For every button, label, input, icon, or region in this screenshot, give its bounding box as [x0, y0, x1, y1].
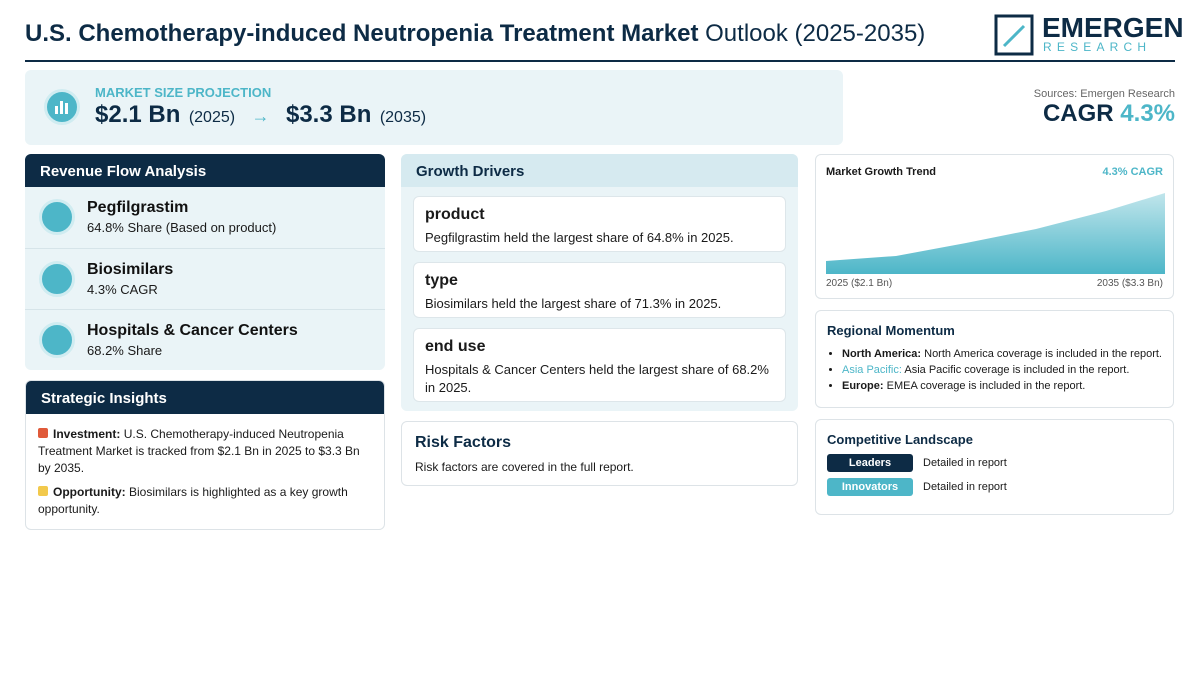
competitor-tag: Innovators [827, 478, 913, 496]
competitor-text: Detailed in report [923, 457, 1007, 469]
item-name: Pegfilgrastim [87, 199, 189, 216]
region-item: Asia Pacific: Asia Pacific coverage is i… [842, 364, 1162, 376]
section-title: Regional Momentum [827, 323, 955, 338]
logo-top: EMERGEN [1042, 12, 1184, 43]
driver-text: Hospitals & Cancer Centers held the larg… [425, 362, 769, 395]
title: U.S. Chemotherapy-induced Neutropenia Tr… [25, 20, 925, 48]
section-title: Risk Factors [415, 434, 512, 451]
start-year: (2025) [188, 109, 236, 126]
projection-label: MARKET SIZE PROJECTION [95, 85, 272, 100]
trend-cagr: 4.3% CAGR [1102, 166, 1163, 178]
arrow: → [251, 106, 270, 126]
insight-text: U.S. Chemotherapy-induced Neutropenia Tr… [38, 427, 360, 475]
logo-mark [994, 14, 1034, 56]
sources: Sources: Emergen Research [1033, 88, 1175, 100]
trend-end: 2035 ($3.3 Bn) [1096, 278, 1163, 289]
icon [39, 261, 75, 297]
cagr: CAGR 4.3% [1043, 100, 1175, 128]
competitor-row: Innovators Detailed in report [827, 478, 1162, 496]
start-value: $2.1 Bn [95, 101, 181, 128]
insight: Investment: U.S. Chemotherapy-induced Ne… [38, 426, 372, 477]
end-value: $3.3 Bn [285, 101, 372, 128]
driver-heading: type [425, 272, 458, 289]
insight-label: Opportunity: [53, 485, 126, 499]
region-text: North America coverage is included in th… [924, 348, 1162, 360]
icon [39, 322, 75, 358]
competitor-tag: Leaders [827, 454, 913, 472]
bullet-icon [38, 486, 48, 496]
item-detail: 4.3% CAGR [87, 282, 158, 297]
section-title: Competitive Landscape [827, 432, 973, 447]
section-title: Strategic Insights [26, 381, 384, 414]
driver-heading: end use [425, 338, 486, 355]
competitor-row: Leaders Detailed in report [827, 454, 1162, 472]
trend-title: Market Growth Trend [826, 166, 937, 178]
strategic-insights: Strategic Insights Investment: U.S. Chem… [25, 380, 385, 530]
region-text: EMEA coverage is included in the report. [886, 380, 1086, 392]
item-name: Biosimilars [87, 261, 174, 278]
bullet-icon [38, 428, 48, 438]
logo-bottom: RESEARCH [1043, 40, 1152, 54]
driver-card: end use Hospitals & Cancer Centers held t… [413, 328, 786, 402]
flow-item: Pegfilgrastim 64.8% Share (Based on produ… [25, 187, 385, 248]
flow-item: Hospitals & Cancer Centers 68.2% Share [25, 309, 385, 370]
insight-label: Investment: [53, 427, 121, 441]
cagr-value: 4.3% [1120, 100, 1175, 127]
projection-box: MARKET SIZE PROJECTION $2.1 Bn (2025) → … [25, 70, 843, 145]
insight: Opportunity: Biosimilars is highlighted … [38, 484, 372, 518]
item-name: Hospitals & Cancer Centers [87, 322, 298, 339]
projection-values: $2.1 Bn (2025) → $3.3 Bn (2035) [95, 101, 426, 129]
title-rest: Outlook (2025-2035) [705, 20, 926, 47]
section-title: Growth Drivers [401, 154, 798, 187]
market-growth-trend: Market Growth Trend 4.3% CAGR 2025 ($2.1… [815, 154, 1174, 299]
region-name: Europe: [842, 380, 884, 392]
growth-drivers: Growth Drivers product Pegfilgrastim held… [401, 154, 798, 411]
risk-factors: Risk Factors Risk factors are covered in… [401, 421, 798, 486]
revenue-flow: Revenue Flow Analysis Pegfilgrastim 64.8%… [25, 154, 385, 370]
region-item: Europe: EMEA coverage is included in the… [842, 380, 1162, 392]
competitor-text: Detailed in report [923, 481, 1007, 493]
section-title: Revenue Flow Analysis [25, 154, 385, 187]
end-year: (2035) [379, 109, 427, 126]
region-item: North America: North America coverage is… [842, 348, 1162, 360]
icon [44, 89, 80, 125]
trend-start: 2025 ($2.1 Bn) [826, 278, 893, 289]
driver-card: type Biosimilars held the largest share o… [413, 262, 786, 318]
competitive-landscape: Competitive Landscape Leaders Detailed in… [815, 419, 1174, 515]
title-bold: U.S. Chemotherapy-induced Neutropenia Tr… [25, 20, 699, 47]
regional-momentum: Regional Momentum North America: North A… [815, 310, 1174, 408]
trend-area [826, 193, 1165, 274]
insight-text: Biosimilars is highlighted as a key grow… [38, 485, 348, 516]
item-detail: 68.2% Share [87, 343, 163, 358]
driver-text: Pegfilgrastim held the largest share of … [425, 230, 734, 245]
header-rule [25, 60, 1175, 62]
item-detail: 64.8% Share (Based on product) [87, 220, 277, 235]
cagr-label: CAGR [1042, 100, 1114, 127]
driver-card: product Pegfilgrastim held the largest sh… [413, 196, 786, 252]
driver-text: Biosimilars held the largest share of 71… [425, 296, 722, 311]
region-name: Asia Pacific: [842, 364, 902, 376]
risk-text: Risk factors are covered in the full rep… [415, 460, 634, 474]
driver-heading: product [425, 206, 485, 223]
flow-item: Biosimilars 4.3% CAGR [25, 248, 385, 309]
region-name: North America: [842, 348, 922, 360]
icon-glyph [55, 101, 68, 114]
region-text: Asia Pacific coverage is included in the… [904, 364, 1130, 376]
icon [39, 199, 75, 235]
